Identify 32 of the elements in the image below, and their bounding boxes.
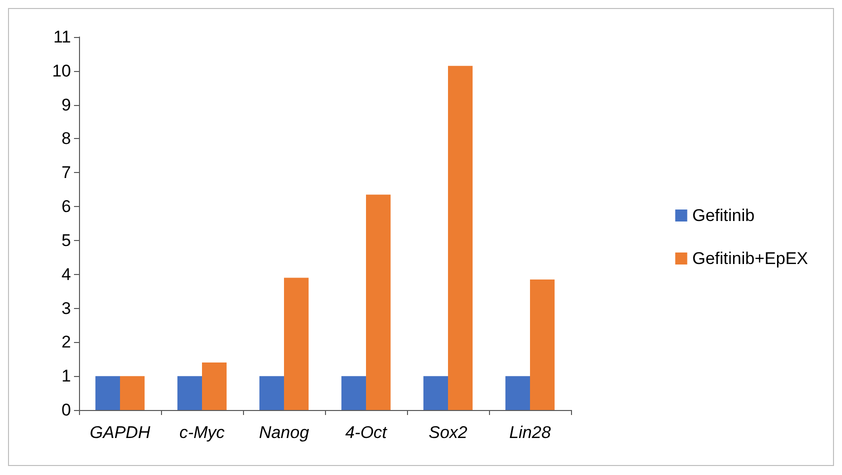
bar xyxy=(448,66,473,410)
y-tick-label: 11 xyxy=(53,28,71,46)
y-tick-label: 7 xyxy=(62,163,71,182)
bar xyxy=(366,194,391,410)
y-tick-label: 6 xyxy=(62,197,71,216)
x-tick-label: Sox2 xyxy=(428,423,468,442)
x-tick-label: 4-Oct xyxy=(345,423,388,442)
x-tick-label: GAPDH xyxy=(90,423,151,442)
bar xyxy=(120,376,145,410)
bar xyxy=(284,278,309,410)
y-tick-label: 3 xyxy=(62,298,71,318)
legend-label: Gefitinib xyxy=(692,206,755,225)
bar xyxy=(259,376,284,410)
y-tick-label: 4 xyxy=(62,264,71,284)
bar xyxy=(95,376,120,410)
y-tick-label: 1 xyxy=(62,366,71,386)
bar xyxy=(423,376,448,410)
y-tick-label: 10 xyxy=(52,61,71,80)
y-tick-label: 2 xyxy=(62,332,71,352)
y-tick-label: 8 xyxy=(62,129,71,148)
x-tick-label: Nanog xyxy=(258,423,310,442)
y-tick-label: 5 xyxy=(62,230,71,250)
bar xyxy=(505,376,530,410)
x-tick-label: Lin28 xyxy=(509,423,552,442)
bar xyxy=(202,362,227,410)
y-tick-label: 0 xyxy=(62,400,71,420)
bar xyxy=(177,376,202,410)
bar xyxy=(530,279,555,410)
legend-label: Gefitinib+EpEX xyxy=(692,249,808,268)
y-tick-label: 9 xyxy=(62,95,71,114)
x-tick-label: c-Myc xyxy=(179,423,226,442)
bar xyxy=(341,376,366,410)
